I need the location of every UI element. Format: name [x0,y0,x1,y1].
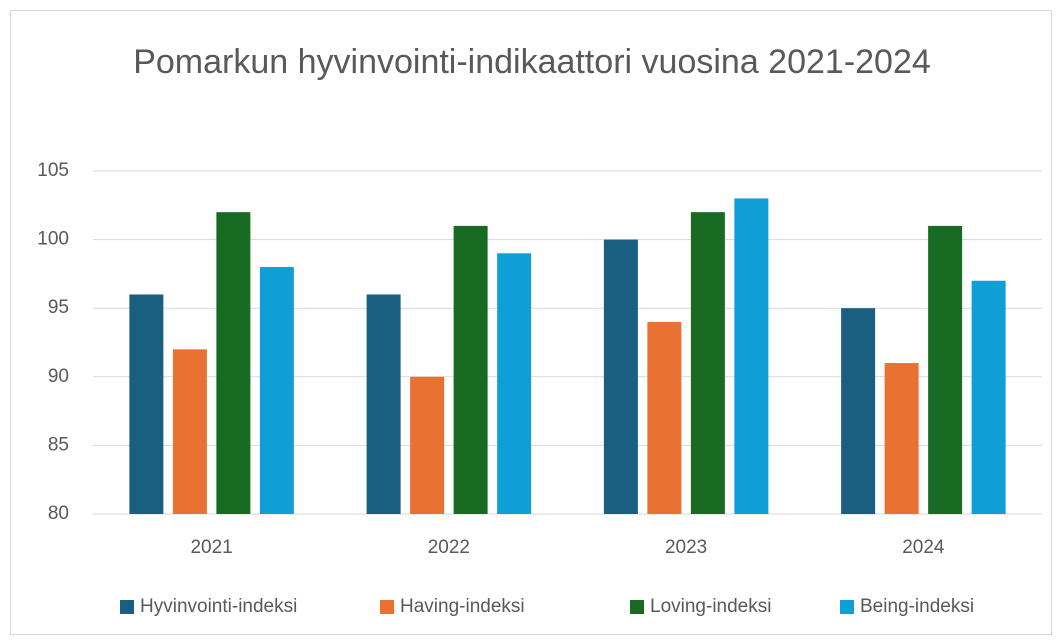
bar [603,239,638,514]
y-tick-label: 85 [48,434,69,455]
legend-label: Being-indeksi [860,596,974,617]
chart-frame [10,10,1052,635]
legend: Hyvinvointi-indeksi Having-indeksi Loving-… [120,596,974,617]
x-tick-label: 2021 [190,537,232,558]
x-tick-label: 2023 [665,537,707,558]
bar [734,198,769,514]
x-tick-label: 2024 [902,537,945,558]
legend-label: Having-indeksi [400,596,525,617]
legend-swatch [380,600,394,614]
bar [366,294,401,514]
y-tick-label: 100 [37,229,69,250]
bar [928,225,963,514]
bar [647,321,682,514]
bar [497,253,532,514]
bar [172,349,207,514]
bar [453,225,488,514]
bar [884,363,919,514]
bar [690,212,725,514]
legend-label: Loving-indeksi [650,596,771,617]
legend-swatch [120,600,134,614]
x-tick-label: 2022 [428,537,470,558]
bar [841,308,876,514]
bar [129,294,164,514]
bar [971,280,1006,514]
legend-swatch [630,600,644,614]
chart-title: Pomarkun hyvinvointi-indikaattori vuosin… [133,43,931,81]
legend-swatch [840,600,854,614]
bar [259,267,294,514]
bar [410,376,445,514]
bar [216,212,251,514]
legend-label: Hyvinvointi-indeksi [140,596,297,617]
y-tick-label: 80 [48,503,69,524]
y-tick-label: 90 [48,366,69,387]
y-tick-label: 95 [48,297,69,318]
y-tick-label: 105 [37,160,69,181]
